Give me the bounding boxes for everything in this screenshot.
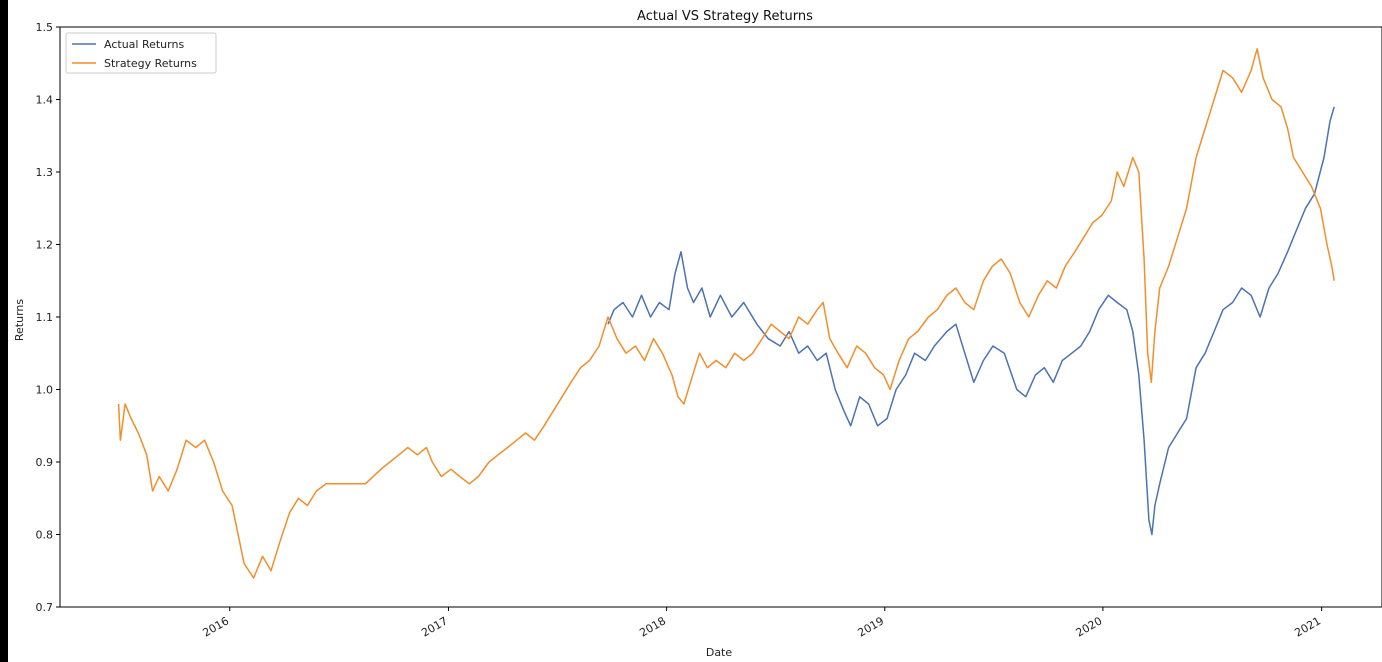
chart-canvas: Actual VS Strategy Returns 0.7 0.8 0.9 1.0 1… (8, 0, 1382, 662)
plot-lines (117, 48, 1335, 579)
y-tick-label: 1.1 (36, 311, 54, 324)
x-axis: 2016 2017 2018 2019 2020 2021 (200, 607, 1323, 640)
x-tick-label: 2021 (1292, 614, 1323, 639)
y-axis: 0.7 0.8 0.9 1.0 1.1 1.2 1.3 1.4 1.5 (36, 21, 60, 614)
series-line-strategy-returns (117, 48, 1335, 579)
y-tick-label: 1.2 (36, 239, 54, 252)
legend: Actual Returns Strategy Returns (65, 32, 217, 74)
y-tick-label: 1.3 (36, 166, 54, 179)
y-tick-label: 0.7 (36, 601, 54, 614)
x-tick-label: 2018 (637, 614, 668, 639)
x-tick-label: 2020 (1074, 614, 1105, 639)
legend-label: Strategy Returns (104, 57, 197, 70)
y-tick-label: 1.5 (36, 21, 54, 34)
chart-title: Actual VS Strategy Returns (637, 9, 813, 24)
y-tick-label: 0.9 (36, 456, 54, 469)
x-tick-label: 2017 (419, 614, 450, 639)
series-line-actual-returns (607, 106, 1335, 536)
y-tick-label: 1.0 (36, 384, 54, 397)
y-tick-label: 0.8 (36, 529, 54, 542)
x-axis-label: Date (706, 646, 733, 659)
legend-box (65, 32, 217, 74)
y-axis-label: Returns (13, 299, 26, 342)
plot-frame (59, 26, 1382, 608)
line-chart: Actual VS Strategy Returns 0.7 0.8 0.9 1.0 1… (13, 9, 1382, 659)
x-tick-label: 2016 (200, 614, 231, 639)
y-tick-label: 1.4 (36, 94, 54, 107)
x-tick-label: 2019 (856, 614, 887, 639)
legend-label: Actual Returns (104, 38, 184, 51)
